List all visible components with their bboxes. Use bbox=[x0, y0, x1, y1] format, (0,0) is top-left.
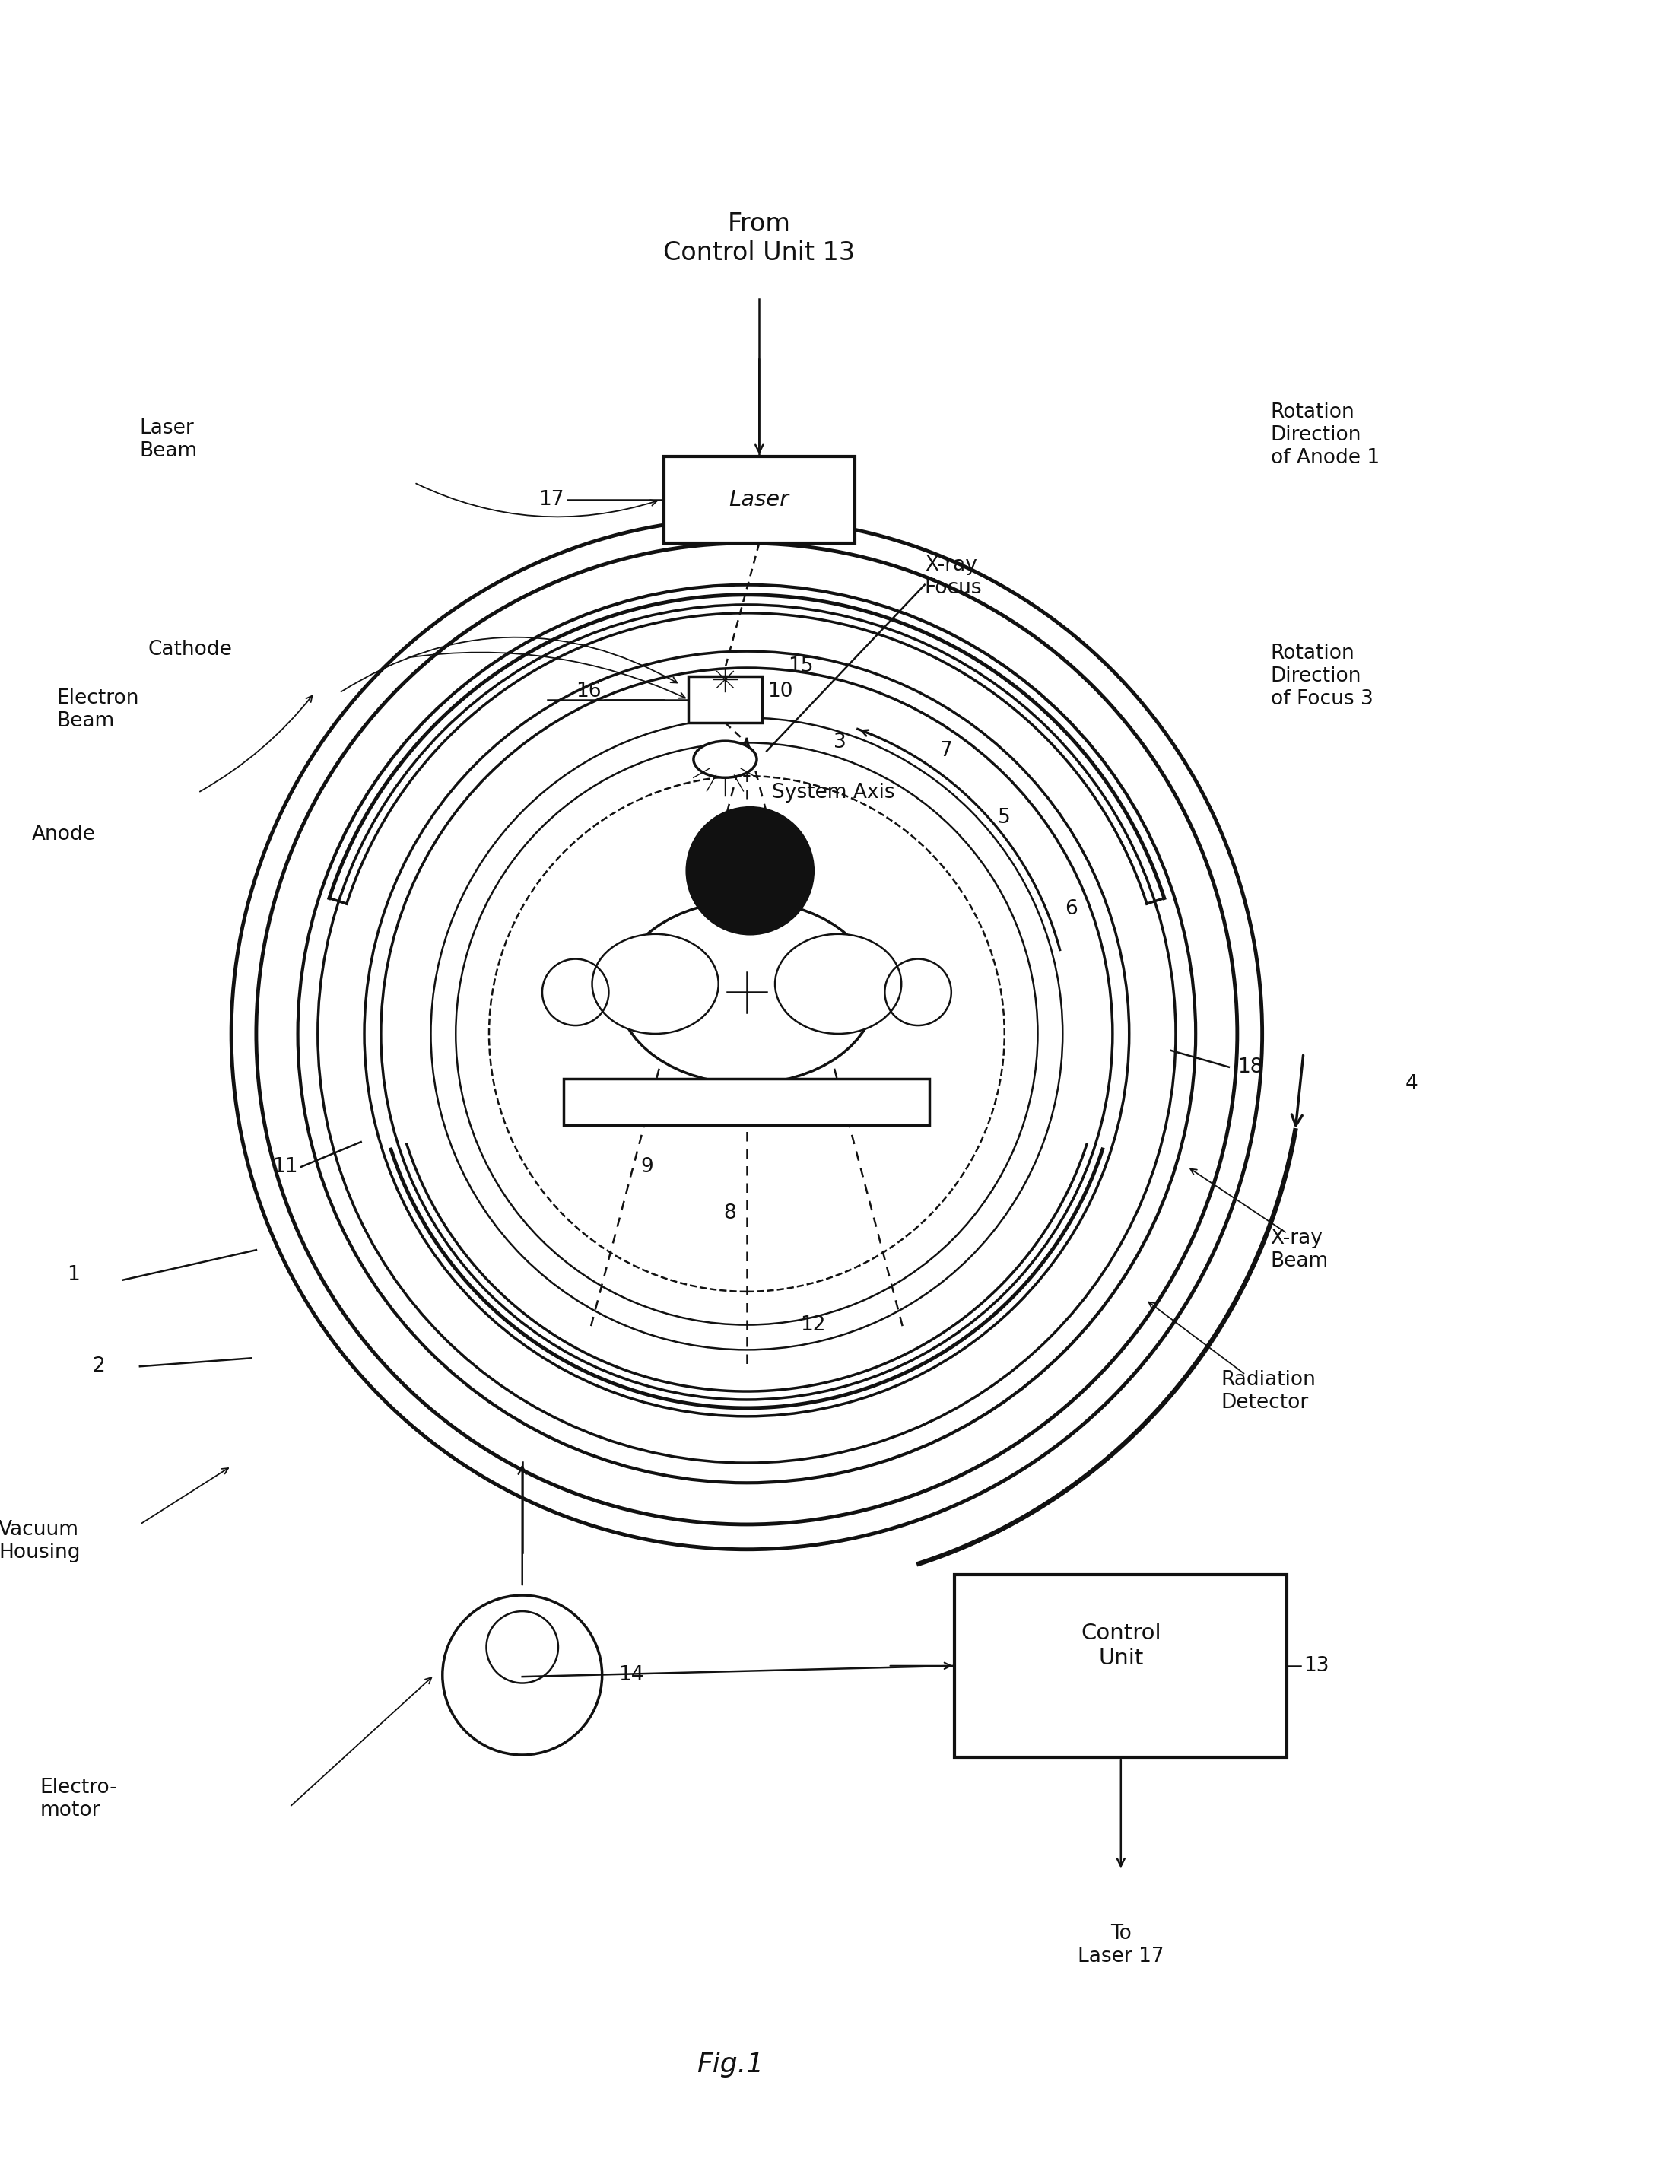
Text: 4: 4 bbox=[1406, 1075, 1418, 1094]
Text: 16: 16 bbox=[576, 681, 601, 701]
Text: Vacuum
Housing: Vacuum Housing bbox=[0, 1520, 81, 1562]
Text: Rotation
Direction
of Anode 1: Rotation Direction of Anode 1 bbox=[1270, 402, 1379, 467]
Text: 10: 10 bbox=[768, 681, 793, 701]
Text: 12: 12 bbox=[800, 1315, 827, 1334]
Text: System Axis: System Axis bbox=[771, 782, 895, 802]
Text: Rotation
Direction
of Focus 3: Rotation Direction of Focus 3 bbox=[1270, 644, 1373, 710]
Text: Control
Unit: Control Unit bbox=[1080, 1623, 1161, 1669]
Text: X-ray
Beam: X-ray Beam bbox=[1270, 1230, 1329, 1271]
Text: Cathode: Cathode bbox=[148, 640, 232, 660]
Text: 15: 15 bbox=[788, 657, 813, 677]
Text: 3: 3 bbox=[833, 734, 847, 753]
Ellipse shape bbox=[618, 900, 875, 1083]
Text: 7: 7 bbox=[939, 740, 953, 760]
Bar bbox=[954, 1575, 1287, 1758]
Bar bbox=[564, 1079, 929, 1125]
Text: Electron
Beam: Electron Beam bbox=[57, 688, 139, 732]
Text: Radiation
Detector: Radiation Detector bbox=[1221, 1369, 1315, 1413]
Ellipse shape bbox=[591, 935, 719, 1033]
Text: Laser: Laser bbox=[729, 489, 790, 511]
Text: 14: 14 bbox=[618, 1664, 643, 1686]
Text: 5: 5 bbox=[998, 808, 1011, 828]
Text: 8: 8 bbox=[724, 1203, 736, 1223]
Bar bbox=[689, 677, 761, 723]
Text: 6: 6 bbox=[1065, 900, 1077, 919]
Text: 13: 13 bbox=[1304, 1655, 1329, 1675]
Text: 17: 17 bbox=[538, 489, 564, 509]
Ellipse shape bbox=[774, 935, 902, 1033]
Text: From
Control Unit 13: From Control Unit 13 bbox=[664, 212, 855, 266]
Ellipse shape bbox=[694, 740, 756, 778]
Text: Electro-
motor: Electro- motor bbox=[40, 1778, 118, 1819]
Text: 2: 2 bbox=[92, 1356, 104, 1376]
Text: Fig.1: Fig.1 bbox=[697, 2053, 764, 2077]
Text: 9: 9 bbox=[640, 1158, 654, 1177]
Text: Laser
Beam: Laser Beam bbox=[139, 419, 198, 461]
Bar bbox=[664, 456, 855, 544]
Text: To
Laser 17: To Laser 17 bbox=[1077, 1924, 1164, 1966]
Text: X-ray
Focus: X-ray Focus bbox=[924, 555, 983, 598]
Text: 18: 18 bbox=[1236, 1057, 1263, 1077]
Text: 11: 11 bbox=[272, 1158, 297, 1177]
Text: Anode: Anode bbox=[32, 823, 96, 843]
Circle shape bbox=[687, 808, 813, 935]
Text: 1: 1 bbox=[67, 1265, 79, 1284]
